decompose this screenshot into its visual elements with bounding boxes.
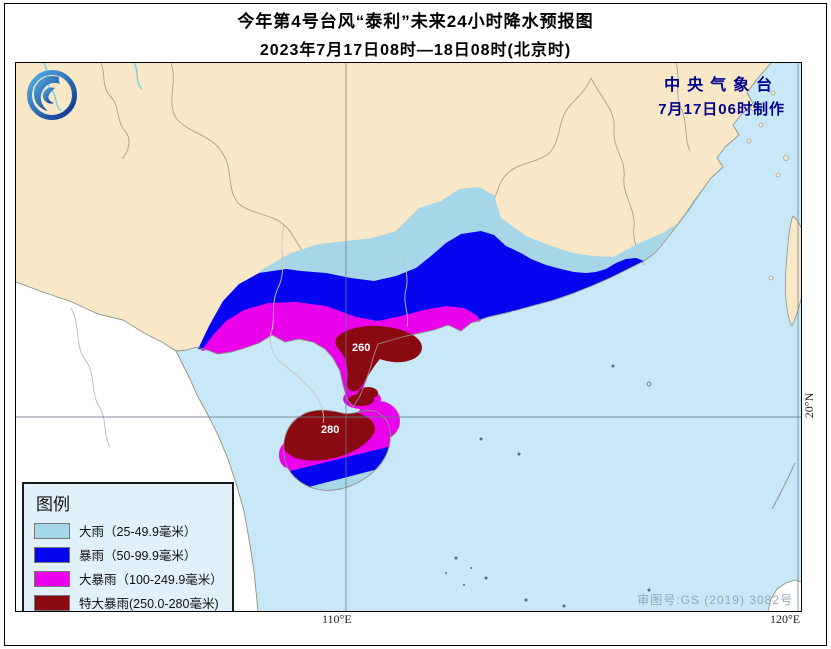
longitude-label-110e: 110°E — [322, 612, 352, 626]
latitude-label-20n: 20°N — [802, 392, 817, 419]
boundaries-over-bands — [269, 224, 409, 424]
fujian-islets — [746, 90, 789, 281]
delta-islets — [511, 306, 558, 327]
luzon-region — [768, 580, 801, 611]
legend-title: 图例 — [36, 495, 70, 514]
province-boundaries — [70, 63, 691, 448]
longitude-label-120e: 120°E — [770, 612, 801, 626]
legend-item-label: 大雨（25-49.9毫米） — [79, 525, 197, 539]
hainan-coastline — [283, 409, 391, 491]
legend-item: 大雨（25-49.9毫米） — [34, 521, 224, 540]
rain-max-260-label: 260 — [352, 342, 370, 354]
legend: 图例 大雨（25-49.9毫米） 暴雨（50-99.9毫米） 大暴雨（100-2… — [22, 482, 234, 611]
title-line1: 今年第4号台风“泰利”未来24小时降水预报图 — [237, 12, 594, 31]
map-approval-number: 审图号:GS (2019) 3082号 — [637, 593, 793, 607]
severe-rainstorm-swatch — [34, 594, 70, 611]
graticule — [16, 63, 801, 611]
cma-logo-icon — [24, 67, 80, 123]
legend-item-label: 大暴雨（100-249.9毫米） — [79, 573, 223, 587]
agency-credit: 中央气象台 7月17日06时制作 — [658, 71, 785, 119]
coastline — [16, 63, 801, 611]
page-title: 今年第4号台风“泰利”未来24小时降水预报图 2023年7月17日08时—18日… — [0, 7, 831, 60]
band-severe-rainstorm — [335, 325, 423, 406]
legend-item-label: 特大暴雨(250.0-280毫米) — [79, 597, 219, 611]
legend-item: 暴雨（50-99.9毫米） — [34, 545, 224, 564]
heavy-rain-swatch — [34, 522, 70, 539]
agency-issued-time: 7月17日06时制作 — [658, 101, 785, 118]
heavy-rainstorm-swatch — [34, 570, 70, 587]
rain-max-280-label: 280 — [321, 424, 339, 436]
agency-name: 中央气象台 — [664, 77, 780, 94]
legend-item: 特大暴雨(250.0-280毫米) — [34, 593, 224, 611]
legend-item-label: 暴雨（50-99.9毫米） — [79, 549, 197, 563]
title-line2: 2023年7月17日08时—18日08时(北京时) — [259, 42, 572, 59]
sea-islets — [445, 364, 652, 608]
taiwan-island — [784, 215, 801, 327]
legend-item: 大暴雨（100-249.9毫米） — [34, 569, 224, 588]
forecast-map: 260 280 中央气象台 7月17日06时制作 图例 — [15, 62, 802, 612]
rainstorm-swatch — [34, 546, 70, 563]
